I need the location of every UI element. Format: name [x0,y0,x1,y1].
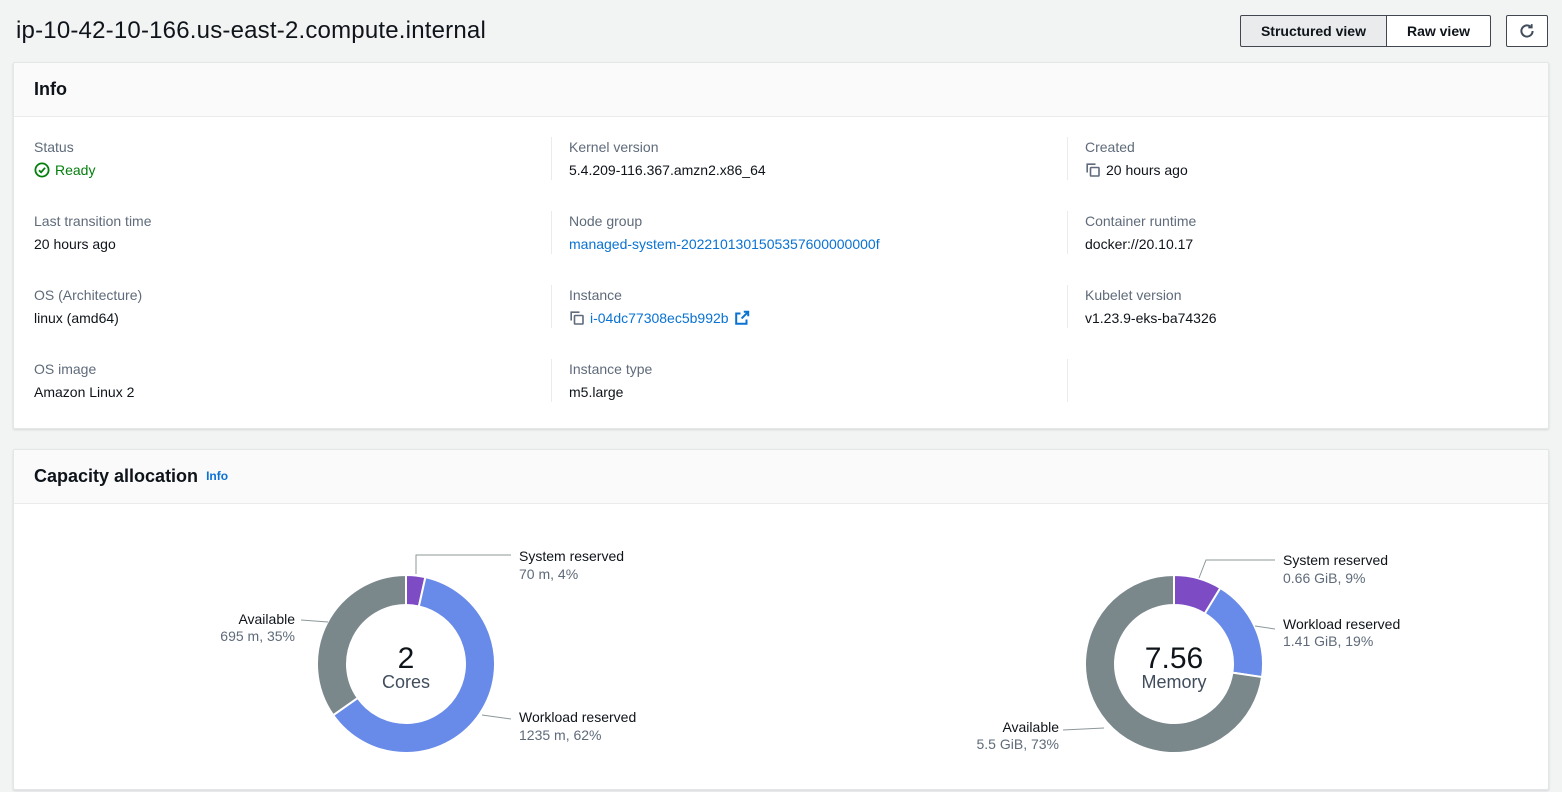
field-value: docker://20.10.17 [1085,236,1194,252]
callout-label-value: 1.41 GiB, 19% [1283,633,1373,649]
callout-line [300,619,329,623]
callout-label-name: Available [238,611,295,627]
field-kubelet-version: Kubelet version v1.23.9-eks-ba74326 [1067,285,1528,328]
field-label: Status [34,139,74,155]
field-container-runtime: Container runtime docker://20.10.17 [1067,211,1528,254]
field-value: 5.4.209-116.367.amzn2.x86_64 [569,162,766,178]
capacity-panel-header: Capacity allocation Info [14,450,1548,504]
field-label: Container runtime [1085,213,1197,229]
header-actions: Structured view Raw view [1239,15,1548,47]
field-label: Node group [569,213,643,229]
copy-icon[interactable] [569,310,585,326]
page-title: ip-10-42-10-166.us-east-2.compute.intern… [16,17,486,44]
field-label: Kernel version [569,139,659,155]
field-kernel-version: Kernel version 5.4.209-116.367.amzn2.x86… [551,137,1067,180]
raw-view-button[interactable]: Raw view [1385,15,1491,47]
field-value: linux (amd64) [34,310,119,326]
info-row: OS (Architecture) linux (amd64) Instance… [34,285,1528,328]
field-value: i-04dc77308ec5b992b [569,308,1047,328]
memory-center-value: 7.56 [1145,642,1203,675]
info-panel: Info Status Ready Kernel version 5.4. [13,62,1549,429]
field-created: Created 20 hours ago [1067,137,1528,180]
info-row: Status Ready Kernel version 5.4.209-116.… [34,137,1528,180]
field-label: Instance type [569,361,653,377]
field-label: Kubelet version [1085,287,1182,303]
refresh-icon [1519,23,1535,39]
callout-line [415,554,511,574]
info-panel-content: Status Ready Kernel version 5.4.209-116.… [14,117,1548,428]
field-value: Amazon Linux 2 [34,384,135,400]
callout-label-value: 0.66 GiB, 9% [1283,570,1366,586]
donut-segment-available[interactable] [1084,573,1264,754]
memory-donut-chart: System reserved 0.66 GiB, 9% Workload rese… [782,504,1550,792]
info-panel-title: Info [34,79,67,99]
info-panel-header: Info [14,63,1548,117]
created-text: 20 hours ago [1106,162,1188,178]
field-label: Instance [569,287,622,303]
info-row: Last transition time 20 hours ago Node g… [34,211,1528,254]
field-label: Created [1085,139,1135,155]
callout-label-name: Available [1002,719,1059,735]
info-row: OS image Amazon Linux 2 Instance type m5… [34,359,1528,402]
refresh-button[interactable] [1506,15,1548,47]
donut-segment-available[interactable] [316,573,407,717]
callout-label-name: System reserved [519,548,624,564]
field-value: 20 hours ago [1085,160,1508,180]
callout-label-name: Workload reserved [1283,616,1400,632]
callout-label-value: 695 m, 35% [220,628,295,644]
callout-label-value: 1235 m, 62% [519,727,602,743]
field-instance-type: Instance type m5.large [551,359,1067,402]
field-label: OS image [34,361,97,377]
donut-segment-workload-reserved[interactable] [1203,586,1264,679]
capacity-panel: Capacity allocation Info System reserved 7… [13,449,1549,790]
status-text: Ready [55,162,96,178]
callout-line [1198,559,1275,579]
field-value: v1.23.9-eks-ba74326 [1085,310,1217,326]
callout-line [481,714,512,720]
donut-segment-workload-reserved[interactable] [331,575,496,754]
field-empty [1067,359,1528,402]
field-instance: Instance i-04dc77308ec5b992b [551,285,1067,328]
node-group-link[interactable]: managed-system-2022101301505357600000000… [569,236,880,252]
memory-center-label: Memory [1141,672,1206,692]
field-status: Status Ready [34,137,551,180]
copy-icon[interactable] [1085,162,1101,178]
callout-line [1254,625,1276,630]
callout-line [1062,727,1105,731]
field-label: Last transition time [34,213,152,229]
field-os-architecture: OS (Architecture) linux (amd64) [34,285,551,328]
callout-label-name: Workload reserved [519,709,636,725]
cores-center-value: 2 [398,642,415,675]
callout-label-name: System reserved [1283,552,1388,568]
field-last-transition-time: Last transition time 20 hours ago [34,211,551,254]
instance-link[interactable]: i-04dc77308ec5b992b [590,310,729,326]
callout-label-value: 70 m, 4% [519,566,578,582]
external-link-icon[interactable] [734,310,750,326]
structured-view-button[interactable]: Structured view [1239,15,1387,47]
field-node-group: Node group managed-system-20221013015053… [551,211,1067,254]
field-os-image: OS image Amazon Linux 2 [34,359,551,402]
cores-donut-chart: System reserved 70 m, 4% Workload reserved… [14,504,782,792]
page-header: ip-10-42-10-166.us-east-2.compute.intern… [0,0,1562,62]
cores-center-label: Cores [382,672,430,692]
field-value: Ready [34,160,531,180]
capacity-panel-title: Capacity allocation [34,466,199,486]
field-value: 20 hours ago [34,236,116,252]
field-value: m5.large [569,384,624,400]
capacity-info-link[interactable]: Info [206,469,229,483]
callout-label-value: 5.5 GiB, 73% [977,736,1060,752]
status-ready-icon [34,162,50,178]
view-toggle: Structured view Raw view [1239,15,1491,47]
field-label: OS (Architecture) [34,287,143,303]
capacity-charts: System reserved 70 m, 4% Workload reserved… [14,504,1548,792]
